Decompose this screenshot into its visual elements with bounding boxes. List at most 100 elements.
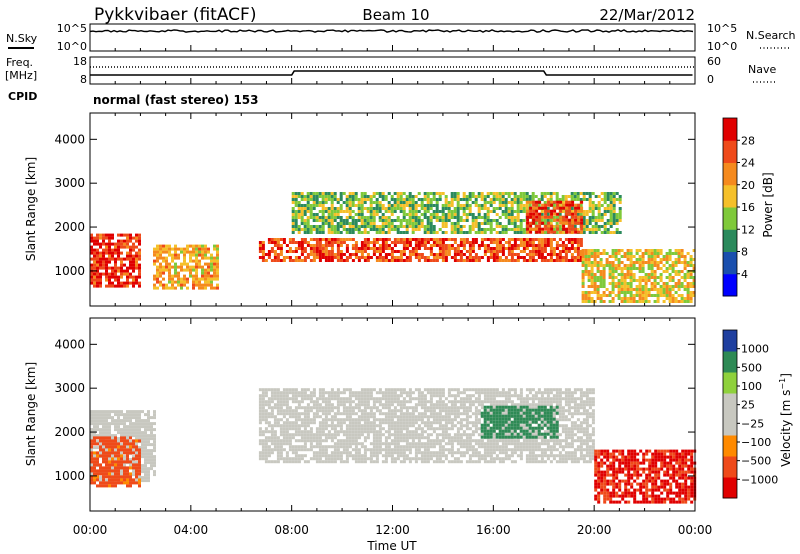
- power-cell: [576, 250, 580, 253]
- velocity-cell: [429, 424, 433, 428]
- velocity-cell: [387, 436, 391, 440]
- power-cell: [378, 195, 382, 198]
- power-cell: [674, 252, 678, 255]
- power-cell: [357, 259, 361, 262]
- power-cell: [369, 207, 373, 210]
- velocity-cell: [330, 457, 334, 461]
- power-cell: [351, 228, 355, 231]
- velocity-cell: [135, 431, 138, 435]
- velocity-cell: [114, 463, 117, 467]
- power-cell: [498, 250, 502, 253]
- power-cell: [375, 259, 379, 262]
- power-cell: [562, 224, 566, 228]
- velocity-cell: [363, 394, 367, 398]
- velocity-cell: [300, 457, 304, 461]
- velocity-cell: [93, 413, 96, 417]
- velocity-cell: [411, 391, 415, 395]
- velocity-cell: [447, 415, 451, 419]
- velocity-cell: [342, 406, 346, 410]
- power-cell: [360, 198, 364, 201]
- velocity-cell: [315, 397, 319, 401]
- velocity-cell: [147, 470, 150, 474]
- power-cell: [90, 233, 93, 237]
- power-cell: [453, 192, 457, 195]
- velocity-cell: [114, 469, 117, 473]
- power-cell: [396, 250, 400, 253]
- power-cell: [692, 276, 696, 279]
- velocity-cell: [357, 391, 361, 395]
- power-cell: [210, 259, 213, 263]
- power-cell: [680, 285, 684, 288]
- power-cell: [348, 256, 352, 259]
- power-cell: [519, 222, 523, 225]
- velocity-cell: [303, 421, 307, 425]
- velocity-cell: [447, 448, 451, 452]
- velocity-cell: [372, 436, 376, 440]
- power-cell: [513, 225, 517, 228]
- power-cell: [576, 213, 580, 216]
- power-cell: [354, 241, 358, 244]
- velocity-cell: [291, 460, 295, 464]
- velocity-cell: [99, 416, 102, 420]
- velocity-cell: [120, 410, 123, 414]
- velocity-cell: [423, 388, 427, 392]
- power-cell: [574, 215, 578, 219]
- power-cell: [438, 216, 442, 219]
- power-cell: [653, 294, 657, 297]
- power-cell: [336, 231, 340, 234]
- velocity-cell: [96, 484, 99, 488]
- velocity-cell: [282, 433, 286, 437]
- power-cell: [321, 216, 325, 219]
- power-cell: [564, 238, 568, 241]
- power-cell: [408, 195, 412, 198]
- power-cell: [402, 213, 406, 216]
- power-cell: [327, 213, 331, 216]
- power-cell: [456, 219, 460, 222]
- velocity-cell: [273, 430, 277, 434]
- power-cell: [192, 280, 195, 284]
- power-cell: [417, 256, 421, 259]
- power-cell: [614, 276, 618, 279]
- nsearch-right-label: N.Search: [746, 29, 796, 42]
- power-cell: [108, 260, 111, 264]
- velocity-cell: [342, 403, 346, 407]
- power-cell: [426, 222, 430, 225]
- power-cell: [453, 253, 457, 256]
- power-cell: [653, 285, 657, 288]
- power-cell: [324, 259, 328, 262]
- velocity-cell: [390, 439, 394, 443]
- velocity-cell: [453, 388, 457, 392]
- power-cell: [534, 250, 538, 253]
- velocity-cell: [381, 391, 385, 395]
- power-cell: [453, 231, 457, 234]
- power-cell: [620, 297, 624, 300]
- velocity-cell: [336, 430, 340, 434]
- power-cell: [516, 207, 520, 210]
- velocity-cell: [285, 451, 289, 455]
- power-cell: [498, 195, 502, 198]
- power-cell: [489, 250, 493, 253]
- velocity-cell: [306, 433, 310, 437]
- velocity-cell: [282, 424, 286, 428]
- power-cell: [414, 201, 418, 204]
- power-cell: [381, 192, 385, 195]
- velocity-cell: [96, 475, 99, 479]
- power-cell: [489, 228, 493, 231]
- power-cell: [565, 230, 569, 234]
- velocity-cell: [132, 478, 135, 482]
- power-cell: [354, 222, 358, 225]
- power-cell: [632, 279, 636, 282]
- velocity-cell: [111, 473, 114, 477]
- velocity-cell: [447, 439, 451, 443]
- power-cell: [540, 247, 544, 250]
- power-cell: [659, 291, 663, 294]
- power-cell: [333, 241, 337, 244]
- velocity-cell: [333, 442, 337, 446]
- velocity-cell: [120, 454, 123, 458]
- power-cell: [276, 247, 280, 250]
- power-cell: [532, 200, 536, 204]
- power-cell: [519, 250, 523, 253]
- velocity-cell: [459, 451, 463, 455]
- velocity-cell: [135, 469, 138, 473]
- velocity-cell: [348, 451, 352, 455]
